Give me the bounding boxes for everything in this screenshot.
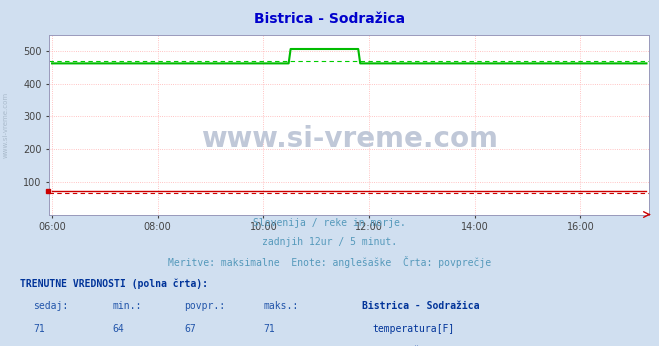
Text: www.si-vreme.com: www.si-vreme.com	[2, 91, 9, 158]
Text: maks.:: maks.:	[264, 301, 299, 311]
Text: Meritve: maksimalne  Enote: anglešaške  Črta: povprečje: Meritve: maksimalne Enote: anglešaške Čr…	[168, 256, 491, 268]
Text: Bistrica - Sodražica: Bistrica - Sodražica	[362, 301, 480, 311]
Text: www.si-vreme.com: www.si-vreme.com	[201, 125, 498, 153]
Text: 71: 71	[264, 324, 275, 334]
Text: temperatura[F]: temperatura[F]	[372, 324, 455, 334]
Text: 67: 67	[185, 324, 196, 334]
Text: 71: 71	[33, 324, 45, 334]
Text: sedaj:: sedaj:	[33, 301, 68, 311]
Text: min.:: min.:	[112, 301, 142, 311]
Text: 64: 64	[112, 324, 124, 334]
Text: zadnjih 12ur / 5 minut.: zadnjih 12ur / 5 minut.	[262, 237, 397, 247]
Text: povpr.:: povpr.:	[185, 301, 225, 311]
Text: Bistrica - Sodražica: Bistrica - Sodražica	[254, 12, 405, 26]
Text: Slovenija / reke in morje.: Slovenija / reke in morje.	[253, 218, 406, 228]
Text: TRENUTNE VREDNOSTI (polna črta):: TRENUTNE VREDNOSTI (polna črta):	[20, 279, 208, 289]
